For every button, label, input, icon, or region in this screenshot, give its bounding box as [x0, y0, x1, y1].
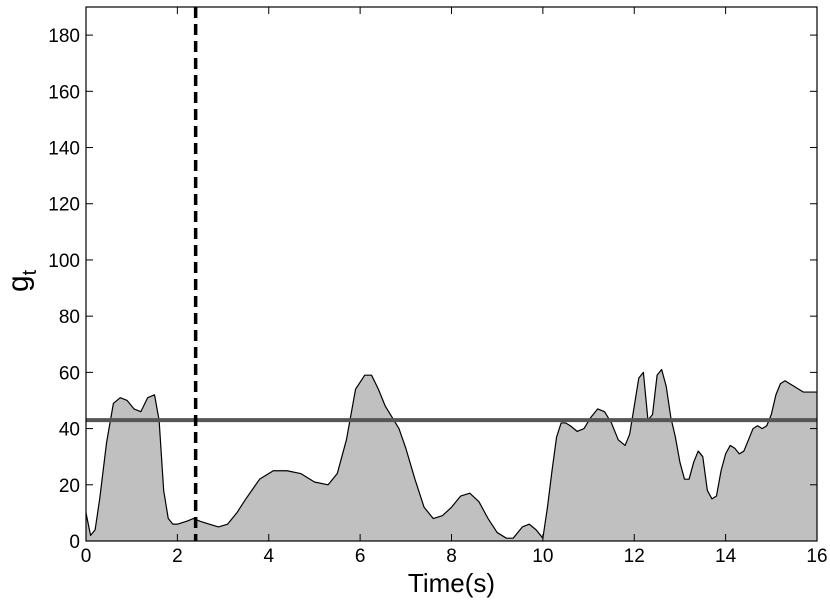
x-tick-label: 16 [806, 546, 827, 567]
x-tick-label: 0 [81, 546, 92, 567]
y-axis-title-subscript: t [19, 269, 41, 275]
x-tick-label: 8 [446, 546, 457, 567]
x-axis-title: Time(s) [408, 568, 495, 598]
plot-frame [85, 6, 818, 542]
y-tick-label: 40 [59, 420, 80, 441]
x-tick-label: 2 [172, 546, 183, 567]
y-axis-title-base: g [2, 275, 35, 292]
x-tick-label: 12 [624, 546, 645, 567]
y-tick-label: 0 [69, 532, 80, 553]
svg-text:gt: gt [2, 269, 41, 292]
axes [85, 6, 818, 542]
y-tick-label: 140 [48, 139, 80, 160]
x-tick-label: 14 [715, 546, 737, 567]
x-tick-label: 10 [532, 546, 553, 567]
y-tick-label: 100 [48, 251, 80, 272]
x-tick-label: 4 [263, 546, 274, 567]
y-axis-title: gt [2, 269, 41, 292]
series-area-fill [86, 369, 817, 541]
y-tick-label: 180 [48, 26, 80, 47]
area-layer [85, 368, 817, 541]
y-tick-label: 60 [59, 363, 80, 384]
y-tick-label: 120 [48, 195, 80, 216]
y-tick-label: 80 [59, 307, 80, 328]
y-tick-label: 20 [59, 476, 80, 497]
y-tick-label: 160 [48, 82, 80, 103]
reference-lines [86, 7, 817, 541]
series-line [85, 368, 817, 539]
x-tick-label: 6 [355, 546, 366, 567]
